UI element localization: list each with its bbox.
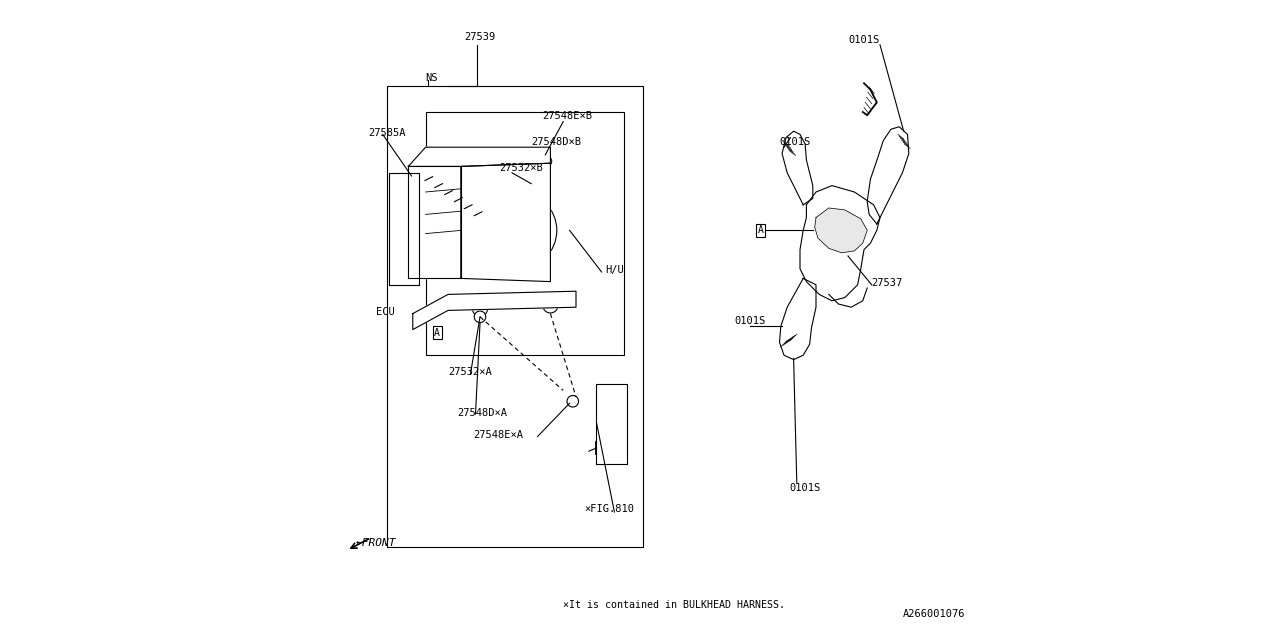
Polygon shape	[815, 208, 868, 253]
Text: ×FIG.810: ×FIG.810	[584, 504, 635, 514]
Text: 0101S: 0101S	[849, 35, 879, 45]
Circle shape	[567, 396, 579, 407]
Text: 27537: 27537	[872, 278, 902, 288]
Circle shape	[527, 180, 535, 188]
Text: 27539: 27539	[465, 32, 495, 42]
Text: 27548E×B: 27548E×B	[543, 111, 593, 122]
Polygon shape	[408, 166, 461, 278]
Text: ECU: ECU	[376, 307, 394, 317]
Circle shape	[539, 155, 552, 168]
Text: A266001076: A266001076	[902, 609, 965, 620]
Text: ×It is contained in BULKHEAD HARNESS.: ×It is contained in BULKHEAD HARNESS.	[563, 600, 785, 610]
Text: 27532×B: 27532×B	[499, 163, 543, 173]
Text: A: A	[758, 225, 763, 236]
Text: A: A	[434, 328, 440, 338]
Bar	[387, 86, 644, 547]
Text: 27585A: 27585A	[369, 128, 406, 138]
Text: 0101S: 0101S	[788, 483, 820, 493]
Circle shape	[543, 158, 549, 164]
Circle shape	[497, 208, 540, 253]
Bar	[425, 112, 625, 355]
Polygon shape	[461, 163, 550, 282]
Polygon shape	[800, 186, 881, 301]
Circle shape	[543, 298, 558, 313]
Polygon shape	[780, 278, 817, 360]
Polygon shape	[868, 127, 909, 224]
Polygon shape	[408, 147, 550, 166]
Polygon shape	[389, 173, 420, 285]
Polygon shape	[782, 131, 813, 205]
Polygon shape	[412, 291, 576, 330]
Circle shape	[480, 192, 557, 269]
Polygon shape	[596, 384, 627, 464]
Circle shape	[475, 311, 486, 323]
Text: 27548D×A: 27548D×A	[458, 408, 508, 418]
Text: 27548E×A: 27548E×A	[474, 430, 524, 440]
Circle shape	[524, 175, 540, 192]
Text: NS: NS	[425, 73, 438, 83]
Text: ←FRONT: ←FRONT	[356, 538, 396, 548]
Text: H/U: H/U	[604, 265, 623, 275]
Text: 0101S: 0101S	[780, 137, 810, 147]
Text: 27532×A: 27532×A	[448, 367, 492, 378]
Circle shape	[472, 301, 488, 316]
Text: 0101S: 0101S	[735, 316, 765, 326]
Text: 27548D×B: 27548D×B	[531, 137, 581, 147]
